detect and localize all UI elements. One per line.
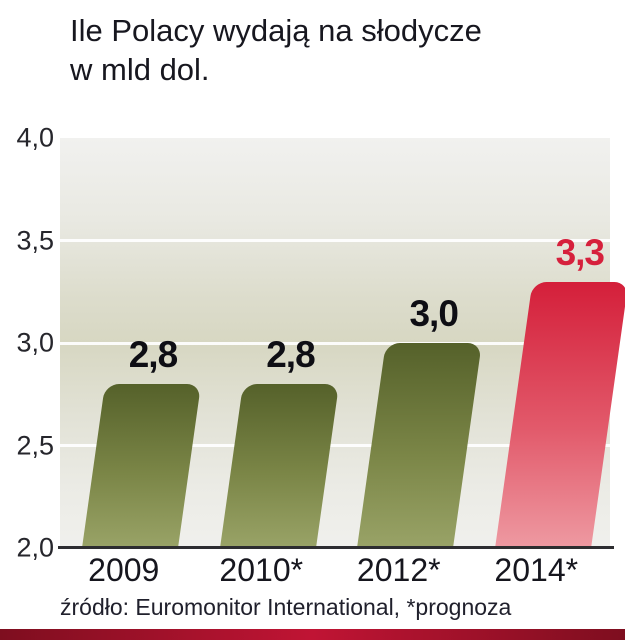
x-axis-line xyxy=(58,546,614,549)
bar-value-label: 2,8 xyxy=(266,334,315,375)
bottom-accent-strip xyxy=(0,629,625,640)
source-caption: źródło: Euromonitor International, *prog… xyxy=(60,594,512,620)
y-tick-label: 3,0 xyxy=(16,327,54,358)
x-tick-label: 2012* xyxy=(356,552,441,588)
bar-value-label: 2,8 xyxy=(128,334,178,375)
x-tick-label: 2014* xyxy=(494,552,579,588)
x-tick-label: 2009 xyxy=(88,552,160,588)
bar-value-label: 3,3 xyxy=(555,231,605,273)
bar-value-label: 3,0 xyxy=(409,293,458,334)
chart-title: Ile Polacy wydają na słodycze w mld dol. xyxy=(70,13,482,87)
gridline xyxy=(60,341,610,345)
gridline xyxy=(60,444,610,447)
y-tick-label: 2,5 xyxy=(16,430,54,460)
x-tick-label: 2010* xyxy=(219,552,304,588)
y-tick-label: 4,0 xyxy=(16,122,54,153)
gridline xyxy=(60,239,610,242)
y-tick-label: 3,5 xyxy=(16,225,54,255)
y-tick-label: 2,0 xyxy=(16,532,54,563)
